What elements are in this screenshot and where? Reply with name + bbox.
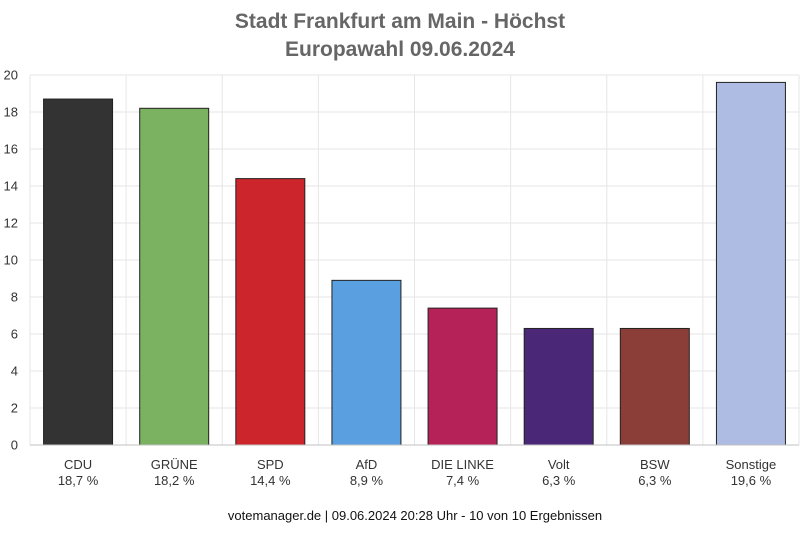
y-tick-label: 16 xyxy=(4,142,18,157)
bar-cdu xyxy=(43,98,114,446)
y-tick-label: 14 xyxy=(4,179,18,194)
x-tick-label: SPD xyxy=(257,457,284,472)
bar-afd xyxy=(331,279,402,446)
data-label: 8,9 % xyxy=(350,473,384,488)
y-tick-label: 0 xyxy=(11,438,18,453)
data-label: 14,4 % xyxy=(250,473,291,488)
x-tick-label: CDU xyxy=(64,457,92,472)
x-tick-label: DIE LINKE xyxy=(431,457,494,472)
y-tick-label: 4 xyxy=(11,364,18,379)
bar-bsw xyxy=(619,327,690,446)
y-tick-label: 10 xyxy=(4,253,18,268)
bar-spd xyxy=(235,178,306,446)
bar-grüne xyxy=(139,107,210,446)
chart-footer: votemanager.de | 09.06.2024 20:28 Uhr - … xyxy=(228,508,602,523)
y-tick-label: 12 xyxy=(4,216,18,231)
bar-die-linke xyxy=(427,307,498,446)
x-tick-label: Sonstige xyxy=(726,457,777,472)
chart-title: Stadt Frankfurt am Main - Höchst xyxy=(235,10,565,33)
y-tick-label: 8 xyxy=(11,290,18,305)
bars xyxy=(43,81,786,446)
y-tick-label: 18 xyxy=(4,105,18,120)
x-tick-label: AfD xyxy=(356,457,378,472)
x-tick-label: BSW xyxy=(640,457,670,472)
data-label: 6,3 % xyxy=(542,473,576,488)
data-label: 7,4 % xyxy=(446,473,480,488)
x-tick-label: GRÜNE xyxy=(151,457,198,472)
y-tick-label: 2 xyxy=(11,401,18,416)
data-label: 6,3 % xyxy=(638,473,672,488)
chart-subtitle: Europawahl 09.06.2024 xyxy=(285,38,515,61)
data-label: 18,7 % xyxy=(58,473,99,488)
y-tick-label: 20 xyxy=(4,68,18,83)
y-axis: 0 2 4 6 8 10 12 14 16 18 20 xyxy=(4,68,18,453)
y-tick-label: 6 xyxy=(11,327,18,342)
data-label: 19,6 % xyxy=(731,473,772,488)
x-tick-label: Volt xyxy=(548,457,570,472)
bar-volt xyxy=(523,327,594,446)
bar-sonstige xyxy=(715,81,786,446)
data-label: 18,2 % xyxy=(154,473,195,488)
